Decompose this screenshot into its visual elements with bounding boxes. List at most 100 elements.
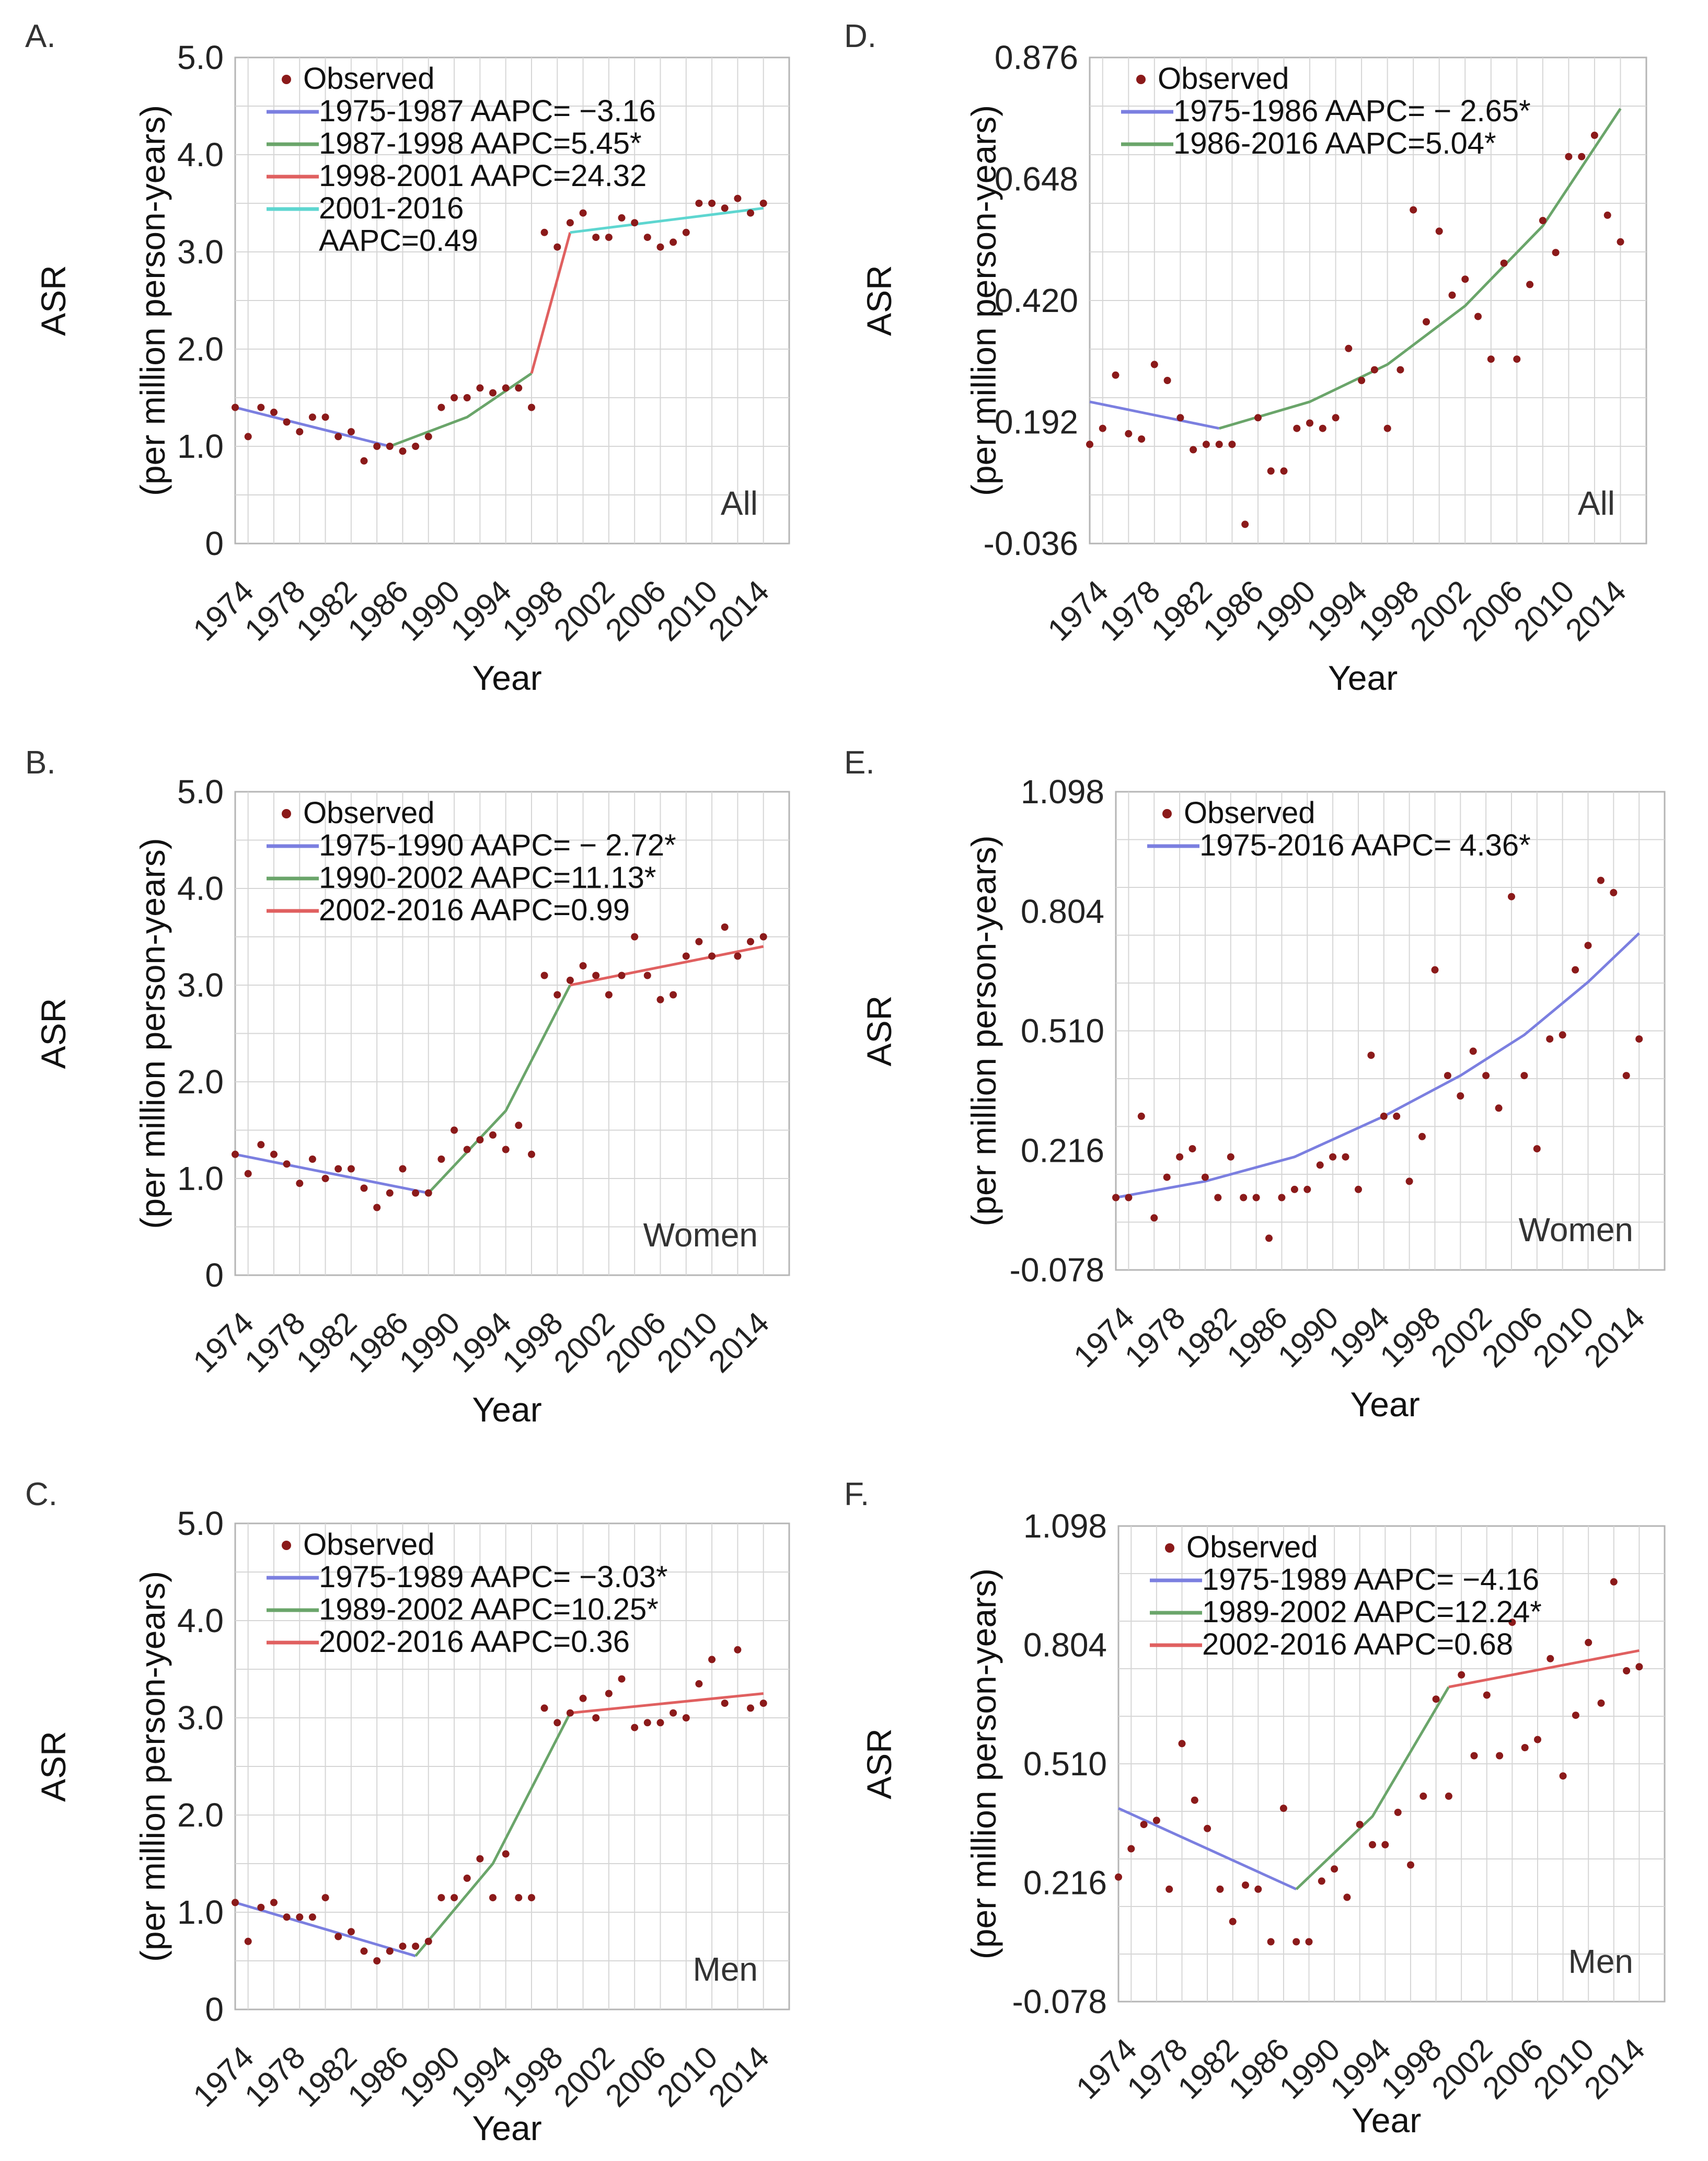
y-tick-label: 1.098 [1021,773,1104,811]
observed-point [1303,1185,1311,1193]
y-tick-label: 0.804 [1023,1626,1107,1664]
observed-point [1565,153,1573,160]
x-tick-label: 1994 [444,573,518,648]
observed-point [759,1700,767,1707]
y-tick-label: 2.0 [177,330,224,368]
x-axis-title: Year [472,1390,541,1429]
observed-point [1265,1234,1273,1242]
x-tick-label: 1994 [444,2039,518,2113]
observed-point [437,1894,445,1902]
y-tick-label: 0.510 [1023,1745,1107,1783]
observed-point [1202,441,1210,448]
y-tick-label: 5.0 [177,773,224,811]
observed-point [1578,153,1586,160]
y-axis-subtitle: (per million person-years) [133,838,172,1229]
observed-point [1150,1214,1158,1222]
x-tick-label: 1974 [186,2039,260,2113]
observed-point [1267,1938,1275,1946]
observed-point [437,403,445,411]
observed-point [1393,1112,1401,1120]
observed-point [1190,446,1197,454]
panel-d: D. -0.036 0.192 0.420 0.648 0.876 197419781982… [844,18,1647,697]
observed-point [1201,1173,1209,1181]
legend-observed-marker [282,1541,291,1550]
observed-point [373,1204,381,1211]
x-tick-label: 1994 [444,1305,518,1379]
observed-point [1420,1792,1427,1800]
observed-point [257,1903,265,1911]
observed-point [412,443,420,450]
y-tick-label: 4.0 [177,136,224,174]
observed-point [244,433,252,441]
observed-point [373,1957,381,1964]
observed-point [631,1724,639,1731]
observed-point [232,403,239,411]
legend-observed-label: Observed [1184,796,1315,830]
legend-label: 2002-2016 AAPC=0.36 [319,1625,630,1659]
y-axis-title: ASR [34,265,73,336]
observed-point [631,933,639,941]
y-axis-title: ASR [34,1731,73,1802]
observed-point [334,433,342,441]
x-axis-title: Year [1352,2101,1421,2140]
legend-label: 1975-1989 AAPC= −3.03* [319,1560,668,1594]
observed-point [643,234,651,241]
legend-label: 1989-2002 AAPC=10.25* [319,1592,659,1626]
observed-point [1435,227,1443,235]
observed-point [566,976,574,984]
observed-point [592,234,600,241]
observed-point [1332,414,1340,422]
x-tick-label: 1974 [186,573,260,648]
observed-point [1214,1194,1222,1201]
observed-point [360,457,368,465]
observed-point [747,1704,754,1712]
fitted-segment-3 [570,1692,764,1715]
observed-point [1461,275,1469,283]
legend-observed-marker [282,75,291,84]
observed-point [1358,377,1366,384]
observed-point [1176,1153,1184,1161]
y-axis-title: ASR [860,996,898,1067]
observed-point [1508,893,1515,900]
observed-point [1418,1132,1426,1140]
fitted-segment-3 [530,232,572,374]
panel-e: E.-0.0780.2160.5100.8041.098197419781982… [844,745,1666,1424]
observed-point [451,1126,458,1134]
y-tick-label: -0.036 [984,525,1078,562]
observed-point [1458,1671,1465,1679]
x-tick-label: 1978 [238,1305,312,1379]
observed-point [1140,1821,1148,1829]
observed-point [670,238,677,246]
y-tick-label: 0.804 [1021,893,1104,930]
observed-point [1280,467,1288,475]
legend-observed-marker [1165,1543,1174,1553]
observed-point [1423,318,1430,326]
observed-point [1397,366,1404,374]
observed-point [463,394,471,401]
subgroup-label: Men [693,1950,758,1988]
observed-point [1290,1185,1298,1193]
observed-point [721,204,729,212]
observed-point [463,1874,471,1882]
observed-point [721,1700,729,1707]
observed-point [412,1943,420,1950]
observed-point [1394,1808,1402,1816]
observed-point [592,1714,600,1721]
observed-point [528,1150,535,1158]
fitted-segment-1 [235,1901,416,1958]
fitted-segment-2 [1295,1686,1450,1890]
y-tick-label: 3.0 [177,1699,224,1737]
x-tick-label: 1990 [393,1305,467,1379]
observed-point [1617,238,1624,246]
legend-label: 1990-2002 AAPC=11.13* [319,861,656,895]
observed-point [1635,1663,1643,1671]
panel-letter: A. [25,18,56,54]
observed-point [1559,1031,1566,1039]
observed-point [1597,1699,1605,1707]
x-tick-label: 2014 [702,2039,776,2113]
observed-point [1254,1885,1262,1893]
x-tick-label: 1982 [290,573,364,648]
y-tick-label: 0.192 [995,403,1078,441]
observed-point [1533,1145,1541,1153]
